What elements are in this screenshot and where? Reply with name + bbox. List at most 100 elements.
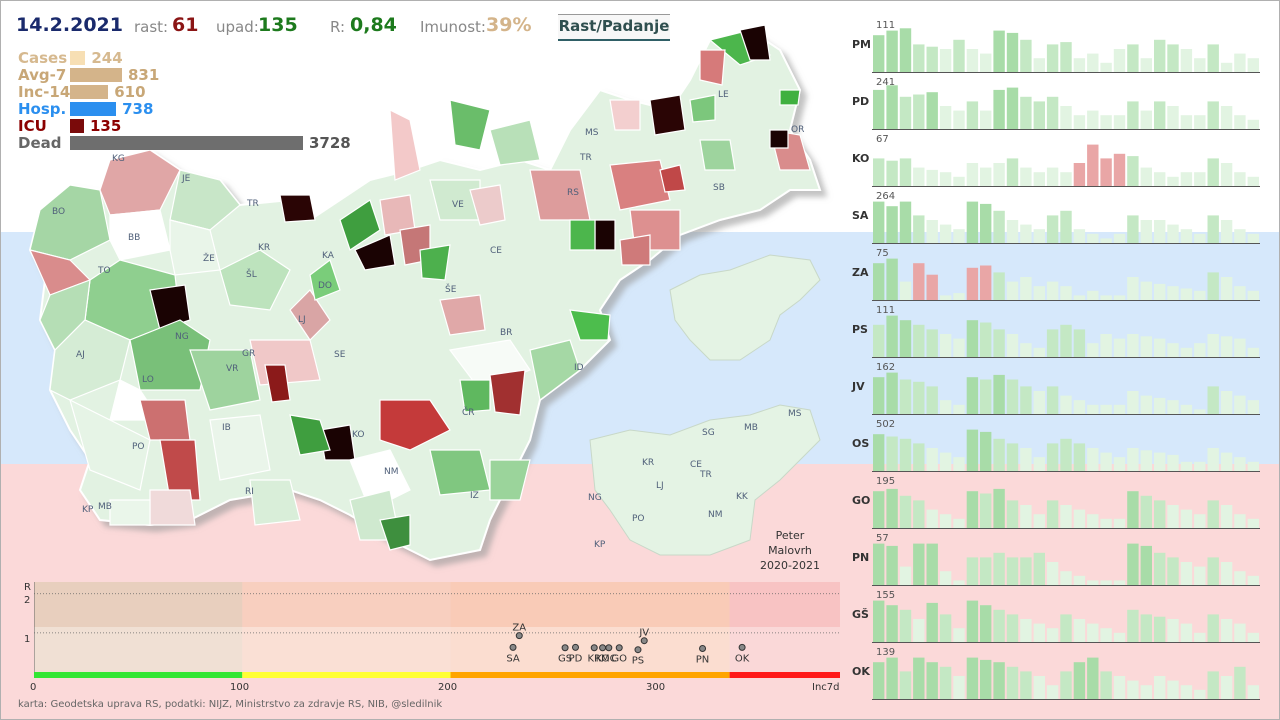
region-code: PD [852,95,870,108]
stat-bar-cases [70,51,86,65]
map-label-6: KR [258,243,271,253]
sparkline-bar [1154,283,1166,300]
sparkline-bar [1180,562,1193,585]
sparkline-bar [1020,505,1032,528]
scatter-label-MC: MC [601,654,617,665]
sparkline-max-value: 162 [876,362,896,373]
stat-label-icu: ICU [18,117,47,135]
sparkline-bar [1087,514,1099,528]
sparkline-bar [1073,295,1086,300]
sparkline-bar [1073,58,1086,72]
sparkline-bar [1006,32,1019,72]
sparkline-max-value: 264 [876,191,896,202]
sparkline-bar [1234,53,1246,72]
sparkline-bar [993,89,1005,129]
scatter-point-OK [738,643,746,651]
credit-text: karta: Geodetska uprava RS, podatki: NIJ… [18,699,443,710]
sparkline-bar [926,169,938,186]
stat-label-cases: Cases [18,49,68,67]
sparkline-bar [1087,580,1099,585]
x-tick-200: 200 [438,682,458,693]
sparkline-bar [913,44,925,72]
sparkline-bar [926,92,938,129]
sparkline-bar [1073,509,1086,528]
sparkline-bar [1180,172,1193,186]
sparkline-bar [1020,671,1032,699]
sparkline-svg [873,28,1259,73]
map-label-29: ČR [462,408,475,418]
sparkline-bar [1113,233,1126,243]
sparkline-bar [899,609,912,642]
sparkline-bar [1207,500,1219,528]
sparkline-bar [926,662,938,699]
sparkline-bar [1006,281,1019,300]
sparkline-bar [1167,454,1179,471]
sparkline-bar [1113,115,1126,129]
sparkline-bar [1087,448,1099,471]
growth-decline-toggle-button[interactable]: Rast/Padanje [558,14,670,41]
sparkline-bar [886,258,898,300]
sparkline-bar [1006,443,1019,471]
sparkline-bar [899,671,912,699]
sparkline-bar [926,602,938,642]
sparkline-bar [966,377,979,414]
sparkline-bar [926,509,938,528]
sparkline-bar [1220,220,1233,243]
mini-map-label-2: MS [788,409,802,419]
sparkline-bar [1207,101,1219,129]
sparkline-box [872,478,1260,529]
sparkline-bar [1154,39,1166,72]
map-label-32: MB [98,502,112,512]
sparkline-svg [873,201,1259,243]
sparkline-bar [1113,153,1126,186]
region-chart-11: OK 139 [846,647,1266,703]
sparkline-bar [966,491,979,528]
sparkline-bar [1247,290,1259,300]
sparkline-bar [1033,514,1045,528]
sparkline-bar [1100,671,1112,699]
sparkline-bar [913,94,925,129]
sparkline-bar [1127,543,1139,585]
sparkline-max-value: 111 [876,20,896,31]
zone-bar-3 [729,672,840,678]
sparkline-bar [899,320,912,357]
mini-map-label-11: KP [594,540,606,550]
sparkline-bar [1140,167,1152,186]
sparkline-bar [1127,491,1139,528]
sparkline-bar [886,657,898,699]
map-label-4: TR [247,199,259,209]
sparkline-bar [1140,614,1152,642]
map-label-0: KG [112,154,125,164]
sparkline-bar [1060,395,1072,414]
sparkline-bar [1180,509,1193,528]
scatter-label-GO: GO [611,654,627,665]
sparkline-bar [939,400,952,414]
map-label-11: LJ [298,315,306,325]
map-label-19: AJ [76,350,85,360]
scatter-label-OK: OK [735,653,750,664]
sparkline-bar [980,659,992,699]
sparkline-bar [1154,101,1166,129]
region-code: PM [852,38,872,51]
map-label-27: KO [352,430,365,440]
sparkline-bar [873,543,885,585]
sparkline-bar [1220,277,1233,300]
scatter-label-GS: GS [558,654,572,665]
scatter-label-JV: JV [638,628,649,639]
sparkline-bar [1046,443,1059,471]
sparkline-bar [1006,666,1019,699]
region-code: GO [852,494,871,507]
sparkline-box [872,364,1260,415]
sparkline-bar [1220,505,1233,528]
sparkline-bar [1194,566,1206,585]
sparkline-bar [1234,115,1246,129]
region-code: SA [852,209,869,222]
sparkline-bar [1060,172,1072,186]
map-label-2: BO [52,207,66,217]
sparkline-bar [1167,343,1179,357]
stat-value-inc14: 610 [114,83,146,101]
sparkline-bar [1100,334,1112,357]
sparkline-bar [1207,272,1219,300]
sparkline-bar [1207,44,1219,72]
sparkline-bar [886,206,898,243]
